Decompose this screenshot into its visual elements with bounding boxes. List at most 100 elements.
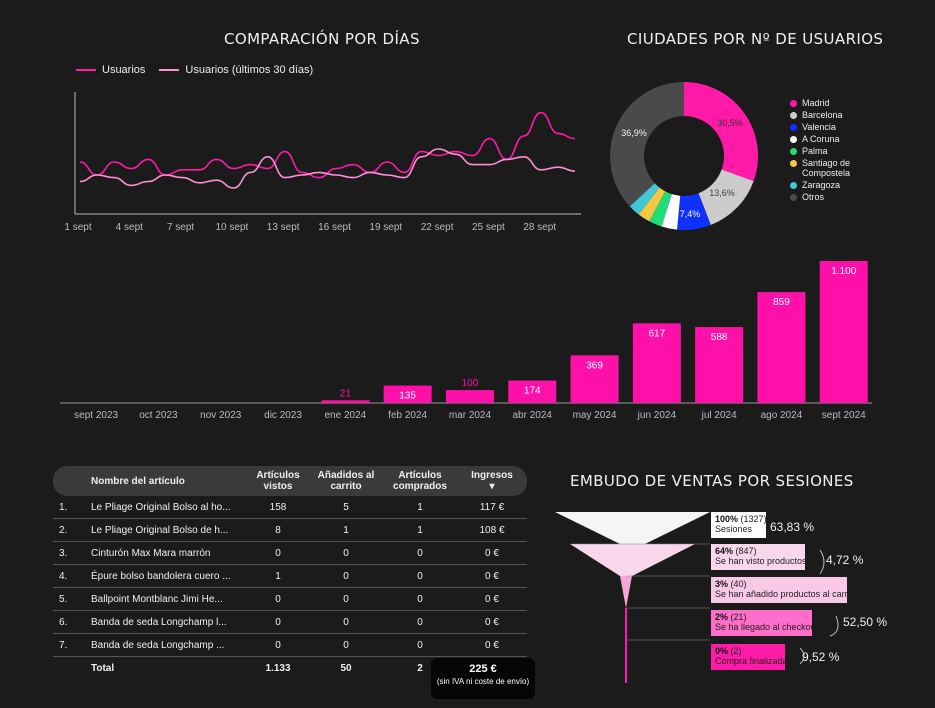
- total-revenue-note: (sin IVA ni coste de envío): [436, 677, 530, 686]
- pie-slice-barcelona[interactable]: [698, 169, 754, 225]
- pie-slice-label: 13,6%: [709, 188, 735, 198]
- col-vistos[interactable]: Artículos vistos: [247, 466, 309, 496]
- funnel-stem: [620, 576, 632, 608]
- bar-ago-2024[interactable]: [757, 292, 806, 403]
- funnel-stage-pct: 3% (40): [715, 579, 843, 589]
- table-cell: Le Pliage Original Bolso de h...: [85, 518, 247, 542]
- table-cell: 4.: [53, 564, 85, 588]
- line-x-tick: 4 sept: [116, 222, 143, 233]
- bar-category-label: oct 2023: [139, 410, 178, 421]
- funnel-shape: [555, 512, 710, 683]
- pie-slice-santiago-de-compostela[interactable]: [638, 187, 666, 222]
- table-cell: 0: [309, 564, 383, 588]
- table-row[interactable]: 2. Le Pliage Original Bolso de h... 8 1 1 108…: [53, 518, 527, 542]
- bar-sept-2024[interactable]: [819, 261, 868, 403]
- funnel-stage-pct: 0% (2): [715, 646, 781, 656]
- line-series-0: [79, 111, 576, 179]
- table-cell: 0: [247, 633, 309, 657]
- bar-category-label: mar 2024: [449, 410, 492, 421]
- legend-dot: [790, 160, 797, 167]
- bar-category-label: jun 2024: [637, 410, 677, 421]
- pie-chart-title: CIUDADES POR Nº DE USUARIOS: [627, 30, 884, 48]
- table-cell: 3.: [53, 541, 85, 565]
- pie-legend-item[interactable]: Valencia: [790, 122, 872, 132]
- pie-slice-valencia[interactable]: [677, 193, 711, 230]
- bar-ene-2024[interactable]: [321, 400, 370, 403]
- bar-category-label: sept 2024: [822, 410, 866, 421]
- pie-slice-label: 7,4%: [680, 209, 701, 219]
- table-cell: 0: [309, 541, 383, 565]
- legend-dot: [790, 100, 797, 107]
- table-row[interactable]: 4. Épure bolso bandolera cuero ... 1 0 0 0 €: [53, 564, 527, 588]
- pie-legend-item[interactable]: A Coruna: [790, 134, 872, 144]
- table-cell: 1: [383, 496, 457, 519]
- table-row[interactable]: 1. Le Pliage Original Bolso al ho... 158 5 1…: [53, 496, 527, 519]
- total-revenue-value: 225 €: [469, 663, 497, 675]
- pie-legend-item[interactable]: Barcelona: [790, 110, 872, 120]
- table-row[interactable]: 5. Ballpoint Montblanc Jimi He... 0 0 0 0 €: [53, 587, 527, 611]
- table-cell: 117 €: [457, 496, 527, 519]
- funnel-stage-box[interactable]: 64% (847) Se han visto productos: [711, 544, 805, 570]
- funnel-stage-box[interactable]: 3% (40) Se han añadido productos al carri…: [711, 577, 847, 603]
- pie-legend-label: A Coruna: [802, 134, 840, 144]
- table-cell: 6.: [53, 610, 85, 634]
- table-row[interactable]: 7. Banda de seda Longchamp ... 0 0 0 0 €: [53, 633, 527, 657]
- col-carrito[interactable]: Añadidos al carrito: [309, 466, 383, 496]
- funnel-top: [555, 512, 710, 544]
- line-chart: 1 sept 4 sept 7 sept 10 sept 13 sept 16 sept 1…: [64, 92, 581, 233]
- table-row[interactable]: 3. Cinturón Max Mara marrón 0 0 0 0 €: [53, 541, 527, 565]
- table-total-cell: Total: [91, 662, 115, 674]
- table-cell: 0: [309, 610, 383, 634]
- bar-category-label: ene 2024: [324, 410, 366, 421]
- line-x-tick: 22 sept: [421, 222, 454, 233]
- pie-slice-zaragoza[interactable]: [629, 183, 660, 215]
- bar-jul-2024[interactable]: [695, 327, 744, 403]
- table-cell: 158: [247, 496, 309, 519]
- table-cell: 0: [309, 633, 383, 657]
- legend-dot: [790, 182, 797, 189]
- col-comprados[interactable]: Artículos comprados: [383, 466, 457, 496]
- pie-legend-item[interactable]: Otros: [790, 192, 872, 202]
- pie-slice-a-coruna[interactable]: [661, 194, 681, 230]
- table-cell: 0: [247, 587, 309, 611]
- pie-slice-otros[interactable]: [610, 82, 684, 207]
- bar-category-label: nov 2023: [200, 410, 242, 421]
- funnel-stage-box[interactable]: 0% (2) Compra finalizada: [711, 644, 785, 670]
- funnel-conversion-rate: 4,72 %: [826, 553, 864, 567]
- table-cell: 0 €: [457, 564, 527, 588]
- total-revenue-callout: 225 € (sin IVA ni coste de envío): [431, 658, 535, 699]
- col-name[interactable]: Nombre del artículo: [85, 466, 247, 496]
- line-x-tick: 19 sept: [369, 222, 402, 233]
- funnel-stage-pct-value: 100%: [715, 514, 739, 524]
- table-row[interactable]: 6. Banda de seda Longchamp l... 0 0 0 0 €: [53, 610, 527, 634]
- pie-legend-item[interactable]: Madrid: [790, 98, 872, 108]
- table-cell: Le Pliage Original Bolso al ho...: [85, 496, 247, 519]
- funnel-stage-count: (2): [730, 646, 742, 656]
- table-cell: 0: [247, 610, 309, 634]
- funnel-stage-label: Se ha llegado al checkout: [715, 622, 812, 632]
- col-ingresos-label: Ingresos: [471, 470, 513, 481]
- table-cell: 5: [309, 496, 383, 519]
- line-chart-title: COMPARACIÓN POR DÍAS: [224, 30, 420, 48]
- bar-chart: sept 2023 oct 2023 nov 2023 dic 2023 21 ene 2…: [60, 261, 872, 421]
- funnel-stage-pct-value: 0%: [715, 646, 729, 656]
- pie-legend-item[interactable]: Zaragoza: [790, 180, 872, 190]
- col-index: [53, 466, 85, 496]
- bar-abr-2024[interactable]: [508, 380, 557, 403]
- bar-feb-2024[interactable]: [383, 385, 432, 403]
- table-cell: Ballpoint Montblanc Jimi He...: [85, 587, 247, 611]
- pie-legend-item[interactable]: Palma: [790, 146, 872, 156]
- bar-mar-2024[interactable]: [445, 390, 494, 403]
- pie-legend-item[interactable]: Santiago de Compostela: [790, 158, 872, 178]
- bar-jun-2024[interactable]: [632, 323, 681, 403]
- funnel-stage-box[interactable]: 100% (1327) Sesiones: [711, 512, 766, 538]
- table-total-cell: 1.133: [265, 662, 291, 674]
- pie-slice-palma[interactable]: [649, 191, 672, 227]
- legend-dot: [790, 136, 797, 143]
- col-ingresos[interactable]: Ingresos ▾: [457, 466, 527, 496]
- funnel-stage-pct-value: 64%: [715, 546, 734, 556]
- funnel-stage-box[interactable]: 2% (21) Se ha llegado al checkout: [711, 610, 812, 636]
- funnel-stage-pct: 64% (847): [715, 546, 801, 556]
- pie-slice-madrid[interactable]: [684, 82, 758, 182]
- bar-may-2024[interactable]: [570, 355, 619, 403]
